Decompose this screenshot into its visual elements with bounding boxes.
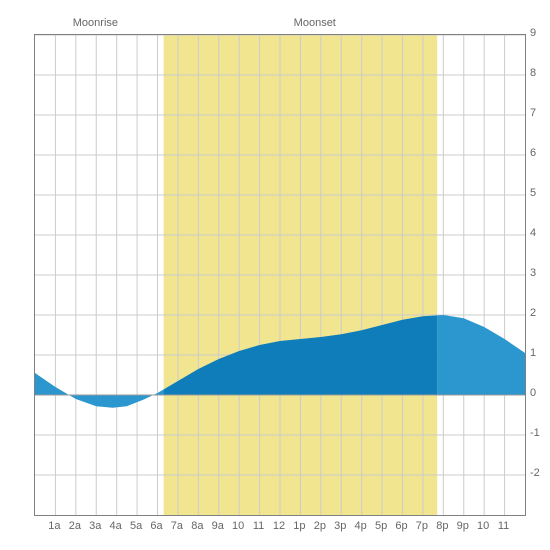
x-tick: 5p [375, 520, 387, 532]
x-tick: 8p [436, 520, 448, 532]
y-tick: 1 [530, 347, 536, 359]
y-tick: -2 [530, 467, 540, 479]
x-tick: 11 [253, 520, 264, 532]
x-tick: 10 [477, 520, 489, 532]
x-tick: 7p [416, 520, 428, 532]
x-tick: 8a [191, 520, 203, 532]
plot-svg [35, 35, 525, 515]
x-tick: 12 [273, 520, 285, 532]
moonset-title: Moonset [294, 17, 336, 29]
x-tick: 9p [457, 520, 469, 532]
x-tick: 1a [48, 520, 60, 532]
x-tick: 3a [89, 520, 101, 532]
x-tick: 3p [334, 520, 346, 532]
x-tick: 1p [293, 520, 305, 532]
x-tick: 9a [212, 520, 224, 532]
y-tick: 9 [530, 27, 536, 39]
x-tick: 11 [498, 520, 509, 532]
y-tick: 5 [530, 187, 536, 199]
x-tick: 10 [232, 520, 244, 532]
y-tick: 2 [530, 307, 536, 319]
x-tick: 2p [314, 520, 326, 532]
y-tick: 4 [530, 227, 536, 239]
moonrise-title: Moonrise [73, 17, 118, 29]
plot-area [34, 34, 526, 516]
y-tick: 3 [530, 267, 536, 279]
x-tick: 2a [69, 520, 81, 532]
y-tick: -1 [530, 427, 540, 439]
x-tick: 5a [130, 520, 142, 532]
y-tick: 8 [530, 67, 536, 79]
y-tick: 0 [530, 387, 536, 399]
y-tick: 7 [530, 107, 536, 119]
x-tick: 7a [171, 520, 183, 532]
chart-container: Moonrise 01:18A Moonset 12:07P -2-101234… [0, 0, 550, 550]
x-tick: 6p [395, 520, 407, 532]
x-tick: 4a [110, 520, 122, 532]
x-tick: 6a [150, 520, 162, 532]
x-tick: 4p [355, 520, 367, 532]
y-tick: 6 [530, 147, 536, 159]
